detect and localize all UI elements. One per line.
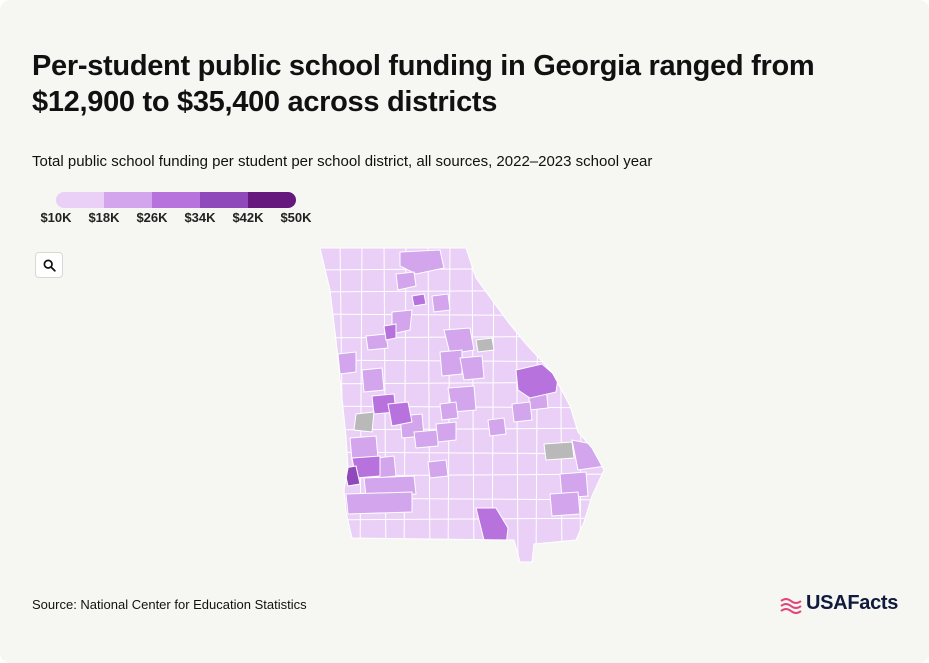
district-region [399,249,445,275]
district-region [337,351,357,375]
legend-swatch-4 [200,192,248,208]
legend-label: $26K [136,210,168,225]
district-region [395,271,417,291]
district-no-data [353,411,375,433]
district-region [443,327,475,355]
district-region [511,401,533,423]
district-no-data [475,337,495,353]
legend-label: $18K [88,210,120,225]
brand-name: USAFacts [806,592,899,614]
search-icon [43,259,56,272]
district-region [363,475,417,497]
district-region [549,491,581,517]
legend-label: $34K [184,210,216,225]
district-region [559,471,589,499]
district-region [475,507,509,547]
legend-swatch-2 [104,192,152,208]
district-region [427,459,449,479]
district-region [515,363,559,399]
district-region [365,333,389,351]
state-outline [319,247,605,563]
district-region [387,401,413,427]
legend-swatch-5 [248,192,296,208]
district-region [343,465,361,487]
district-region [435,421,457,443]
district-region [413,429,439,449]
district-region [487,417,507,437]
zoom-button[interactable] [35,252,63,278]
legend-swatch-3 [152,192,200,208]
district-no-data [543,441,575,461]
district-region [383,323,397,341]
chart-subtitle: Total public school funding per student … [32,153,653,170]
district-region [459,355,485,381]
legend-swatch-1 [56,192,104,208]
district-region [345,491,413,515]
district-region [439,401,459,421]
legend-label: $10K [40,210,72,225]
district-region [361,367,385,393]
chart-title: Per-student public school funding in Geo… [32,50,815,118]
legend-label: $42K [232,210,264,225]
district-region [431,293,451,313]
source-note: Source: National Center for Education St… [32,597,307,612]
flag-logo-icon [780,598,802,614]
district-region [411,293,427,307]
legend-bar [56,192,296,208]
district-region [439,349,463,377]
legend-label: $50K [280,210,312,225]
